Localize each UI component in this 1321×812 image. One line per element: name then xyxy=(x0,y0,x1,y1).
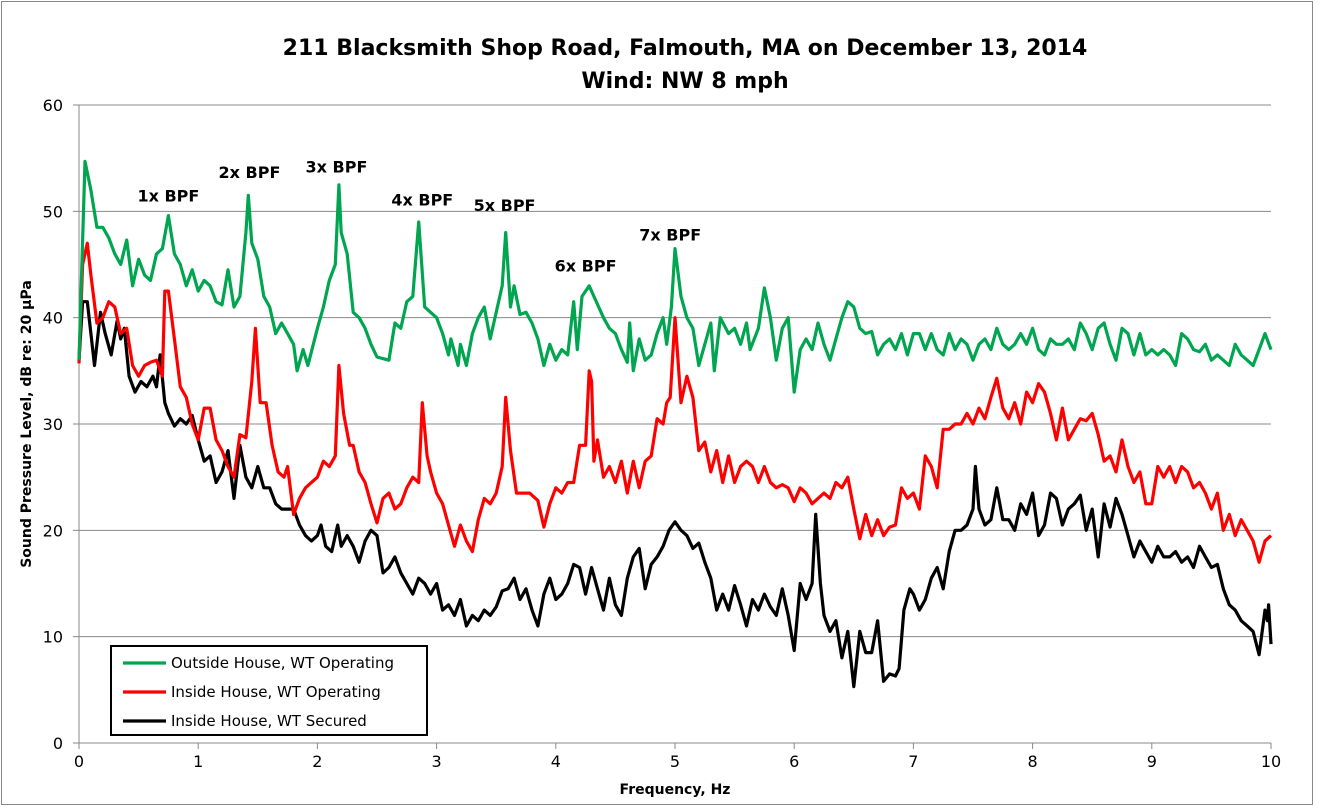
legend: Outside House, WT Operating Inside House,… xyxy=(110,645,428,736)
y-tick-label: 50 xyxy=(43,202,63,221)
y-tick-label: 0 xyxy=(53,734,63,753)
x-tick-label: 9 xyxy=(1147,752,1157,771)
x-tick-label: 0 xyxy=(74,752,84,771)
legend-item: Inside House, WT Operating xyxy=(123,683,381,701)
y-tick-label: 10 xyxy=(43,628,63,647)
legend-label: Outside House, WT Operating xyxy=(171,654,394,672)
x-tick-label: 5 xyxy=(670,752,680,771)
y-axis-ticks: 0 10 20 30 40 50 60 xyxy=(43,96,79,753)
x-axis-ticks: 0 1 2 3 4 5 6 7 8 9 10 xyxy=(74,743,1281,771)
legend-label: Inside House, WT Secured xyxy=(171,712,367,730)
chart-title: 211 Blacksmith Shop Road, Falmouth, MA o… xyxy=(283,36,1088,61)
annotation-label: 3x BPF xyxy=(306,158,368,177)
y-tick-label: 20 xyxy=(43,521,63,540)
x-tick-label: 3 xyxy=(432,752,442,771)
y-axis-label: Sound Pressure Level, dB re: 20 µPa xyxy=(19,280,35,568)
legend-item: Outside House, WT Operating xyxy=(123,654,394,672)
x-tick-label: 4 xyxy=(551,752,561,771)
x-tick-label: 1 xyxy=(193,752,203,771)
series-line-inside-house-wt-operating xyxy=(77,241,1273,564)
annotation-label: 2x BPF xyxy=(219,163,281,182)
annotation-label: 1x BPF xyxy=(137,186,199,205)
y-tick-label: 30 xyxy=(43,415,63,434)
legend-label: Inside House, WT Operating xyxy=(171,683,381,701)
series-line-outside-house-wt-operating xyxy=(77,159,1273,394)
x-tick-label: 7 xyxy=(908,752,918,771)
annotation-label: 5x BPF xyxy=(474,196,536,215)
legend-item: Inside House, WT Secured xyxy=(123,712,367,730)
y-tick-label: 60 xyxy=(43,96,63,115)
annotation-label: 6x BPF xyxy=(555,257,617,276)
x-tick-label: 2 xyxy=(312,752,322,771)
y-tick-label: 40 xyxy=(43,309,63,328)
x-axis-label: Frequency, Hz xyxy=(620,782,731,798)
chart-subtitle: Wind: NW 8 mph xyxy=(581,69,788,94)
x-tick-label: 6 xyxy=(789,752,799,771)
annotations: 1x BPF 2x BPF 3x BPF 4x BPF 5x BPF 6x BPF 7x B… xyxy=(137,158,701,276)
x-tick-label: 10 xyxy=(1261,752,1281,771)
series-line-inside-house-wt-secured xyxy=(77,300,1273,689)
annotation-label: 7x BPF xyxy=(639,226,701,245)
x-tick-label: 8 xyxy=(1028,752,1038,771)
series-lines xyxy=(77,159,1273,689)
annotation-label: 4x BPF xyxy=(391,191,453,210)
